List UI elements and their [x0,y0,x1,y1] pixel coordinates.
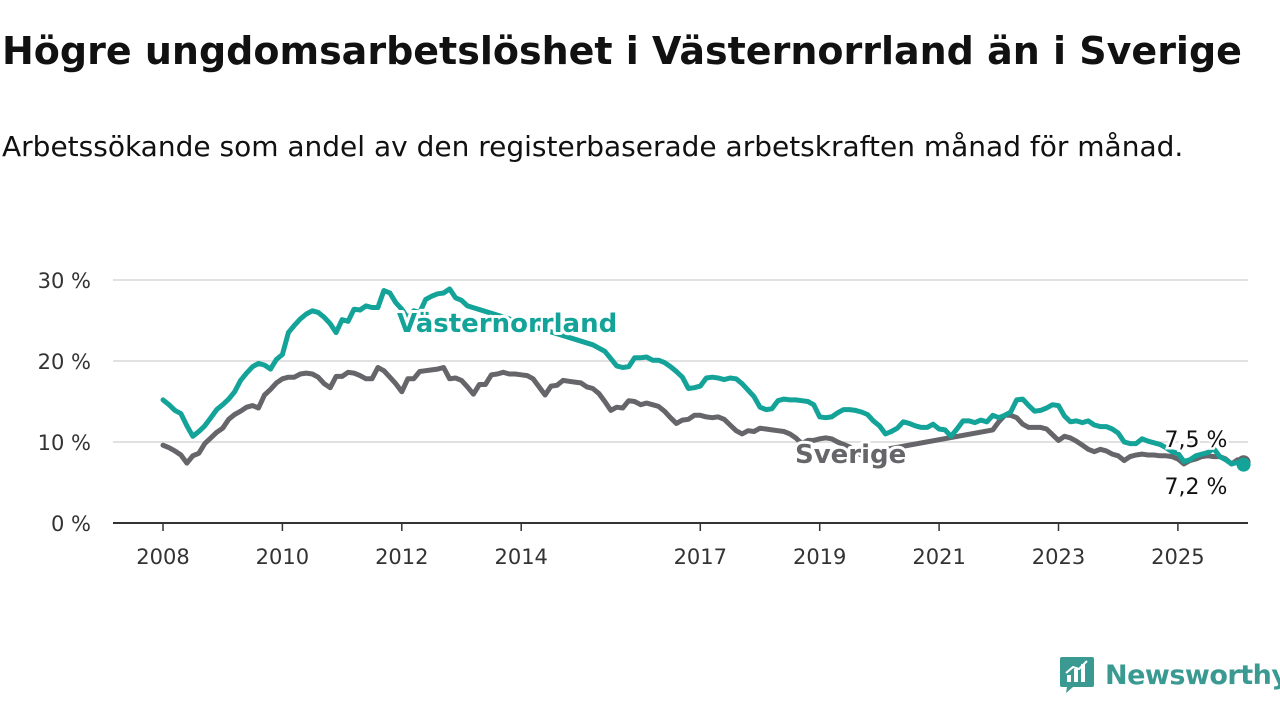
y-tick-label: 20 % [38,350,91,374]
end-value-label: 7,5 % [1165,428,1228,453]
x-tick-label: 2023 [1032,545,1085,569]
y-tick-label: 10 % [38,431,91,455]
series-name-label: Västernorrland [397,309,617,339]
series-name-label: Sverige [795,440,906,470]
x-axis-ticks: 2008 2010 2012 2014 2017 2019 2021 2023 2025 [136,523,1205,569]
newsworthy-wordmark: Newsworthy [1105,659,1280,691]
newsworthy-brand: Newsworthy [1059,655,1280,695]
x-tick-label: 2019 [793,545,846,569]
x-tick-label: 2012 [375,545,428,569]
series-lines [160,286,1251,472]
grid-lines [113,279,1248,524]
x-tick-label: 2010 [256,545,309,569]
x-tick-label: 2021 [912,545,965,569]
x-tick-label: 2025 [1151,545,1204,569]
series-line-västernorrland [160,286,1247,468]
x-tick-label: 2014 [494,545,547,569]
series-line-sverige [160,365,1247,467]
x-tick-label: 2017 [674,545,727,569]
y-axis-ticks: 0 % 10 % 20 % 30 % [38,269,91,536]
page-subtitle: Arbetssökande som andel av den registerb… [2,130,1184,163]
series-end-point [1236,457,1251,472]
end-value-label: 7,2 % [1165,475,1228,500]
y-tick-label: 30 % [38,269,91,293]
newsworthy-logo-icon [1060,657,1094,693]
x-tick-label: 2008 [136,545,189,569]
page-title: Högre ungdomsarbetslöshet i Västernorrla… [2,29,1242,73]
series-labels: Västernorrland Sverige 7,5 % 7,2 % [394,306,1230,503]
y-tick-label: 0 % [51,512,91,536]
